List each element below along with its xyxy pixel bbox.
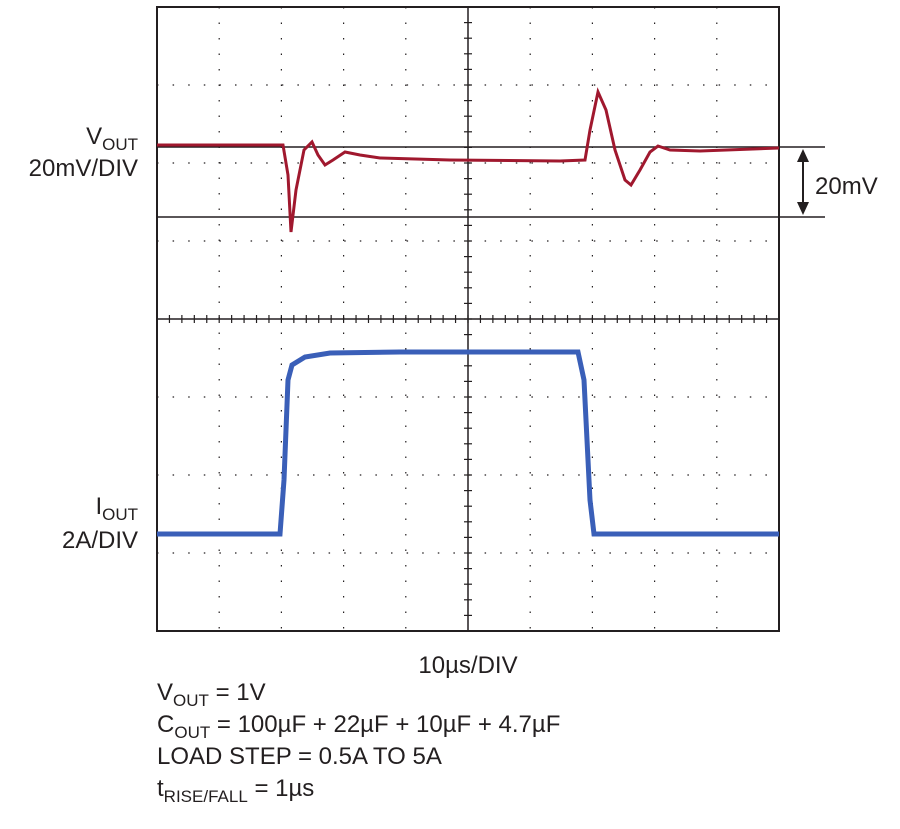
label-main: V [86,123,102,150]
note-rest: = 100µF + 22µF + 10µF + 4.7µF [210,711,560,738]
note-sub: OUT [173,691,209,710]
iout-label: IOUT [95,493,138,524]
note-main: V [157,679,173,706]
plot-frame [156,6,780,632]
iout-trace [157,349,779,537]
note: tRISE/FALL = 1µs [157,775,314,806]
note-main: C [157,711,174,738]
iout-scale: 2A/DIV [62,527,138,554]
label-sub: OUT [102,135,138,154]
vout-label: VOUT [86,123,138,154]
note-rest: = 1V [209,679,266,706]
vout-trace [157,87,780,233]
note-sub: RISE/FALL [164,787,248,806]
note-rest: = 1µs [248,775,315,802]
time-scale: 10µs/DIV [418,652,517,679]
note-main: LOAD STEP = 0.5A TO 5A [157,743,442,770]
label-main: I [95,493,102,520]
grid [157,7,779,631]
note: LOAD STEP = 0.5A TO 5A [157,743,442,770]
note: VOUT = 1V [157,679,266,710]
note: COUT = 100µF + 22µF + 10µF + 4.7µF [157,711,560,742]
note-sub: OUT [174,723,210,742]
vout-scale: 20mV/DIV [29,155,138,182]
note-main: t [157,775,164,802]
marker-label: 20mV [815,173,878,200]
label-sub: OUT [102,505,138,524]
